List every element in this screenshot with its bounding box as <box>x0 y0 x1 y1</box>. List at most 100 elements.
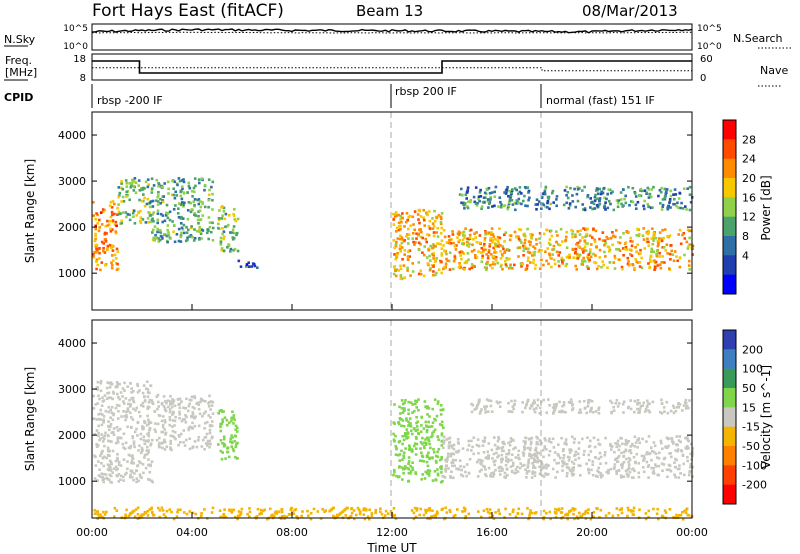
data-cell <box>686 187 689 190</box>
data-cell <box>466 205 469 208</box>
data-cell <box>605 470 609 474</box>
data-cell <box>440 433 444 437</box>
data-cell <box>535 442 538 446</box>
data-cell <box>458 263 462 267</box>
data-cell <box>511 203 515 206</box>
data-cell <box>415 442 419 446</box>
data-cell <box>486 187 489 191</box>
data-cell <box>662 406 666 409</box>
data-cell <box>143 419 146 423</box>
data-cell <box>494 259 498 262</box>
data-cell <box>151 513 155 517</box>
data-cell <box>407 420 410 423</box>
data-cell <box>395 256 398 259</box>
y-tick-label: 2000 <box>58 221 86 234</box>
data-cell <box>486 450 490 454</box>
data-cell <box>529 509 532 512</box>
data-cell <box>480 207 483 211</box>
data-cell <box>661 228 664 232</box>
data-cell <box>494 251 498 254</box>
data-cell <box>653 268 656 271</box>
data-cell <box>210 424 214 428</box>
data-cell <box>226 246 229 249</box>
data-cell <box>130 391 133 394</box>
data-cell <box>393 422 396 425</box>
data-cell <box>535 451 539 454</box>
data-cell <box>656 244 660 248</box>
data-cell <box>618 249 622 252</box>
data-cell <box>231 447 235 451</box>
data-cell <box>572 441 576 444</box>
data-cell <box>535 454 538 458</box>
data-cell <box>460 473 463 477</box>
data-cell <box>220 217 224 220</box>
data-cell <box>408 255 411 258</box>
data-cell <box>398 405 401 409</box>
data-cell <box>674 449 677 452</box>
data-cell <box>513 446 517 449</box>
data-cell <box>688 236 691 240</box>
data-cell <box>96 380 100 384</box>
data-cell <box>178 435 181 438</box>
data-cell <box>238 513 242 517</box>
data-cell <box>171 413 174 416</box>
data-cell <box>505 452 508 456</box>
data-cell <box>635 260 639 264</box>
data-cell <box>483 436 487 439</box>
data-cell <box>537 459 540 462</box>
data-cell <box>429 244 432 248</box>
data-cell <box>136 434 139 437</box>
data-cell <box>102 510 105 514</box>
data-cell <box>615 469 618 473</box>
data-cell <box>427 451 430 455</box>
data-cell <box>674 409 678 413</box>
data-cell <box>374 508 378 512</box>
data-cell <box>115 247 119 251</box>
data-cell <box>273 514 276 518</box>
data-cell <box>142 186 145 190</box>
data-cell <box>582 251 585 254</box>
data-cell <box>563 442 566 445</box>
data-cell <box>161 220 164 224</box>
data-cell <box>638 441 641 445</box>
data-cell <box>132 189 136 192</box>
data-cell <box>634 441 638 445</box>
data-cell <box>630 254 634 257</box>
data-cell <box>447 241 451 245</box>
data-cell <box>180 197 184 201</box>
data-cell <box>440 217 443 221</box>
data-cell <box>116 439 120 442</box>
data-cell <box>513 230 517 234</box>
data-cell <box>657 240 661 243</box>
data-cell <box>137 184 140 187</box>
data-cell <box>446 452 450 456</box>
data-cell <box>463 202 467 205</box>
data-cell <box>499 205 503 209</box>
data-cell <box>517 235 520 238</box>
data-cell <box>478 412 482 415</box>
data-cell <box>533 466 537 469</box>
data-cell <box>545 511 548 515</box>
data-cell <box>628 204 631 207</box>
data-cell <box>636 227 639 231</box>
data-cell <box>604 241 607 245</box>
data-cell <box>141 401 145 405</box>
data-cell <box>477 195 481 198</box>
data-cell <box>648 265 652 269</box>
data-cell <box>177 239 181 243</box>
data-cell <box>406 466 409 470</box>
data-cell <box>399 412 402 415</box>
data-cell <box>103 444 106 448</box>
data-cell <box>160 403 164 406</box>
data-cell <box>459 465 462 468</box>
data-cell <box>125 415 129 419</box>
data-cell <box>516 246 520 250</box>
data-cell <box>440 226 444 230</box>
data-cell <box>114 220 118 224</box>
data-cell <box>433 260 437 263</box>
data-cell <box>398 244 402 247</box>
data-cell <box>453 464 456 468</box>
data-cell <box>498 196 502 199</box>
data-cell <box>191 405 195 409</box>
